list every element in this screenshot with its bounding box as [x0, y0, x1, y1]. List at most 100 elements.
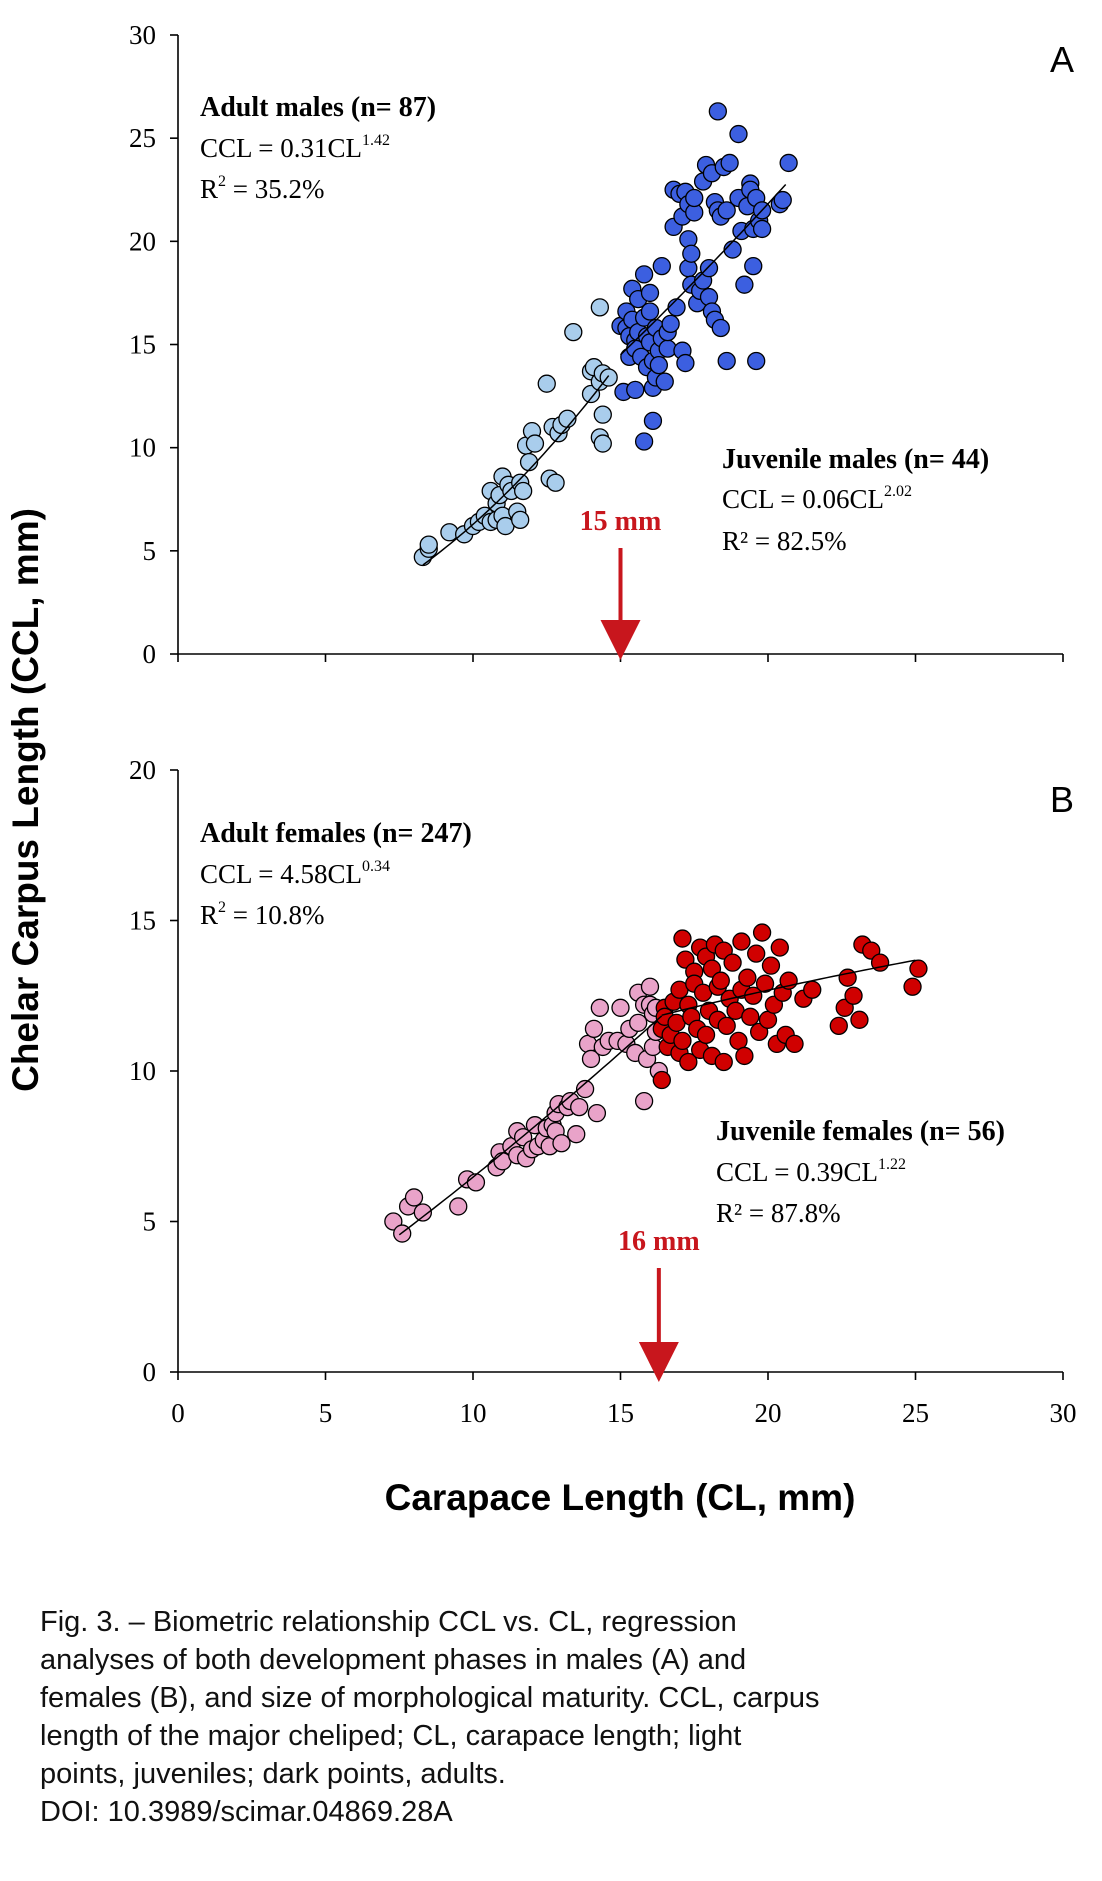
data-point [655, 372, 674, 391]
data-point [685, 188, 704, 208]
panel-a-juvenile-r2: R² = 82.5% [722, 526, 847, 556]
data-point [803, 980, 822, 999]
data-point [466, 1173, 486, 1192]
data-point [419, 535, 438, 554]
panel-b-adult-r2: R2 = 10.8% [200, 899, 324, 930]
data-point [717, 351, 736, 371]
data-point [723, 953, 742, 972]
data-point [652, 1070, 671, 1090]
data-point [640, 283, 660, 303]
y-tick-label: 15 [129, 330, 156, 360]
x-tick-label: 30 [1050, 1398, 1077, 1428]
data-point [584, 1019, 604, 1039]
panel-a-juvenile-equation: CCL = 0.06CL2.02 [722, 483, 912, 514]
data-point [640, 977, 660, 996]
y-tick-label: 20 [129, 755, 156, 785]
panel-b-juvenile-r2: R² = 87.8% [716, 1198, 841, 1228]
data-point [744, 256, 763, 276]
caption-line: length of the major cheliped; CL, carapa… [40, 1720, 742, 1752]
data-point [661, 314, 680, 334]
data-point [711, 318, 730, 338]
data-point [735, 1046, 754, 1066]
panel-a-adult-r2: R2 = 35.2% [200, 173, 324, 204]
data-point [747, 944, 766, 963]
data-point [593, 405, 612, 424]
data-point [611, 998, 630, 1017]
regression-line [619, 183, 787, 356]
data-point [590, 298, 609, 317]
data-point [909, 959, 928, 978]
data-point [626, 380, 645, 400]
panel-b-adult-equation: CCL = 4.58CL0.34 [200, 858, 390, 889]
y-tick-label: 20 [129, 226, 156, 256]
data-point [838, 968, 857, 987]
panel-b-fit-lines [398, 959, 916, 1236]
data-point [850, 1010, 869, 1029]
panel-a-fit-lines [422, 183, 787, 566]
data-point [629, 1013, 648, 1032]
y-tick-label: 15 [129, 906, 156, 936]
data-point [720, 153, 739, 173]
data-point [779, 153, 798, 173]
y-tick-label: 0 [143, 1357, 157, 1387]
data-point [404, 1188, 424, 1207]
figure-canvas: Chelar Carpus Length (CCL, mm) Carapace … [5, 20, 1077, 1518]
data-point [519, 452, 539, 472]
data-point [581, 384, 601, 404]
data-point [667, 298, 686, 317]
data-point [752, 923, 772, 942]
regression-line [661, 959, 916, 1016]
x-tick-label: 15 [607, 1398, 634, 1428]
data-point [634, 1091, 654, 1111]
data-point [590, 998, 609, 1017]
data-point [537, 374, 556, 393]
y-tick-label: 10 [129, 1056, 156, 1086]
data-point [761, 956, 781, 975]
data-point [552, 1134, 571, 1153]
y-axis-title: Chelar Carpus Length (CCL, mm) [5, 508, 46, 1092]
data-point [785, 1034, 804, 1054]
data-point [735, 275, 754, 294]
x-axis-title: Carapace Length (CL, mm) [385, 1477, 856, 1518]
data-point [755, 974, 775, 993]
data-point [514, 481, 533, 501]
data-point [717, 1016, 736, 1035]
data-point [696, 1025, 716, 1045]
data-point [752, 219, 772, 239]
data-point [729, 124, 748, 144]
caption-line: females (B), and size of morphological m… [40, 1682, 820, 1714]
panel-b-adult-title: Adult females (n= 247) [200, 818, 472, 849]
data-point [587, 1103, 607, 1123]
caption-line: analyses of both development phases in m… [40, 1644, 747, 1676]
x-tick-label: 20 [755, 1398, 782, 1428]
data-point [413, 1203, 433, 1222]
data-point [634, 265, 654, 284]
data-point [525, 434, 545, 453]
y-tick-label: 25 [129, 123, 156, 153]
x-tick-label: 10 [460, 1398, 487, 1428]
regression-line [398, 1015, 663, 1236]
x-tick-label: 25 [902, 1398, 929, 1428]
data-point [711, 971, 730, 990]
panel-a-letter: A [1050, 39, 1074, 80]
regression-line [422, 375, 610, 566]
panel-b-letter: B [1050, 779, 1074, 820]
data-point [640, 302, 660, 321]
panel-b-juvenile-equation: CCL = 0.39CL1.22 [716, 1156, 906, 1187]
data-point [717, 201, 736, 220]
data-point [643, 411, 663, 430]
figure-caption: Fig. 3. – Biometric relationship CCL vs.… [40, 1603, 1080, 1831]
panel-b-juvenile-title: Juvenile females (n= 56) [716, 1116, 1005, 1147]
y-tick-label: 5 [143, 536, 157, 566]
data-point [570, 1097, 589, 1117]
x-tick-label: 5 [319, 1398, 333, 1428]
data-point [567, 1125, 586, 1144]
y-tick-label: 10 [129, 433, 156, 463]
data-point [708, 102, 727, 121]
data-point [564, 322, 583, 342]
data-point [649, 355, 668, 375]
caption-line: points, juveniles; dark points, adults. [40, 1758, 506, 1790]
data-point [738, 968, 757, 987]
data-point [634, 432, 654, 451]
data-point [679, 1052, 698, 1072]
